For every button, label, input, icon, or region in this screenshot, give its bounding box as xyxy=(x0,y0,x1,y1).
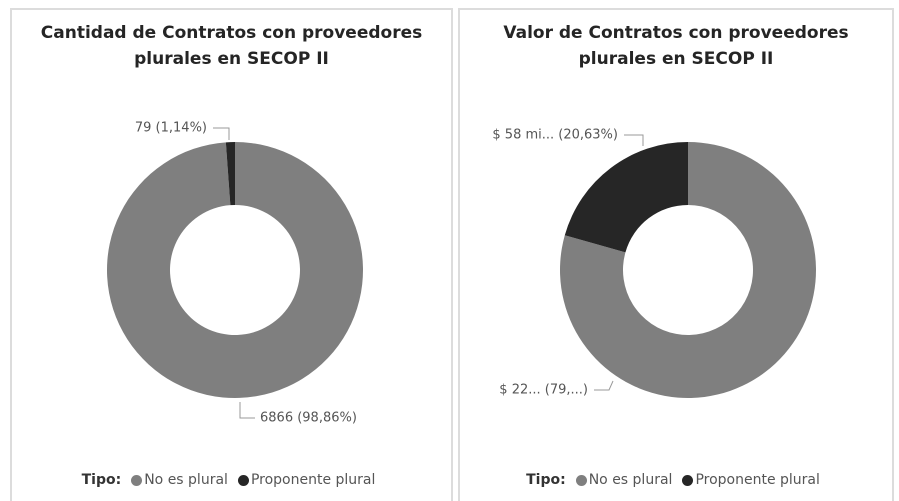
donut-slice xyxy=(106,142,363,398)
legend-swatch xyxy=(237,474,249,486)
legend-label: No es plural xyxy=(144,472,228,488)
leader-line xyxy=(213,127,230,140)
legend-title: Tipo: xyxy=(526,472,566,488)
legend: Tipo: No es plural Proponente plural xyxy=(12,472,451,488)
data-label: $ 58 mi... (20,63%) xyxy=(492,128,618,143)
legend-item: No es plural xyxy=(131,472,228,488)
chart-title: Cantidad de Contratos con proveedores pl… xyxy=(40,23,423,69)
legend: Tipo: No es plural Proponente plural xyxy=(460,472,892,488)
legend-swatch xyxy=(682,474,694,486)
leader-line xyxy=(624,134,644,146)
data-label: 6866 (98,86%) xyxy=(260,411,357,426)
donut-slice xyxy=(225,142,235,206)
panel: Valor de Contratos con proveedores plura… xyxy=(458,8,894,501)
legend-item: No es plural xyxy=(575,472,673,488)
legend-label: Proponente plural xyxy=(695,472,820,488)
donut-slice xyxy=(564,142,688,253)
legend-item: Proponente plural xyxy=(682,472,820,488)
data-label: 79 (1,14%) xyxy=(135,121,207,136)
legend-swatch xyxy=(575,474,587,486)
legend-label: Proponente plural xyxy=(250,472,376,488)
leader-line xyxy=(239,402,255,419)
legend-title: Tipo: xyxy=(81,472,122,488)
donut-slice xyxy=(560,142,816,398)
leader-line xyxy=(594,380,614,391)
legend-swatch xyxy=(131,474,143,486)
chart-title: Valor de Contratos con proveedores plura… xyxy=(503,23,849,69)
panel: Cantidad de Contratos con proveedores pl… xyxy=(10,8,453,501)
legend-label: No es plural xyxy=(588,472,673,488)
data-label: $ 22... (79,...) xyxy=(499,383,588,398)
legend-item: Proponente plural xyxy=(237,472,376,488)
